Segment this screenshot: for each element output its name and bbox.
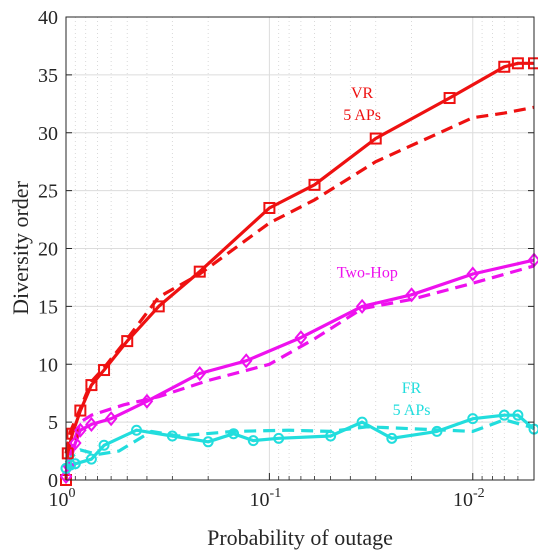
square-marker (498, 60, 511, 73)
diamond-marker (59, 468, 73, 485)
annotation-fr-line: FR (402, 380, 422, 397)
circle-marker (202, 436, 214, 448)
circle-marker (69, 458, 81, 470)
y-tick-label: 15 (38, 296, 58, 318)
y-tick-label: 10 (38, 354, 58, 376)
circle-marker (131, 424, 143, 436)
annotation-layer: VR 5 APs Two-Hop FR 5 APs (337, 85, 431, 419)
annotation-fr-line: 5 APs (393, 402, 431, 419)
y-axis-label: Diversity order (8, 180, 33, 314)
series-twohop-dashed (64, 264, 535, 475)
circle-marker (386, 432, 398, 444)
annotation-vr-line: 5 APs (343, 107, 381, 124)
diamond-marker (74, 422, 87, 438)
marker-layer (59, 57, 538, 486)
series-layer (64, 61, 536, 481)
square-marker (85, 379, 98, 392)
circle-marker (273, 432, 285, 444)
square-marker (74, 404, 87, 417)
series-vr-solid (64, 61, 534, 481)
series-fr-dashed (64, 418, 535, 464)
square-marker (263, 201, 276, 214)
x-tick-label: 100 (49, 486, 76, 511)
diamond-marker (405, 287, 418, 303)
diamond-marker (355, 298, 369, 314)
circle-marker (247, 435, 259, 447)
y-tick-label: 35 (38, 65, 58, 87)
circle-marker (467, 413, 479, 425)
circle-marker (166, 430, 178, 442)
square-marker (308, 178, 321, 191)
diamond-marker (104, 411, 118, 427)
x-axis-label: Probability of outage (207, 525, 393, 550)
diamond-marker (294, 330, 308, 346)
y-tick-label: 40 (38, 7, 58, 29)
square-marker (152, 300, 165, 313)
annotation-vr-line: VR (351, 85, 374, 102)
diamond-marker (85, 416, 98, 433)
square-marker (443, 92, 456, 105)
circle-marker (498, 409, 510, 421)
circle-marker (512, 409, 524, 421)
circle-marker (228, 428, 240, 440)
diamond-marker (140, 393, 154, 409)
x-tick-label: 10-2 (453, 486, 485, 511)
series-twohop-solid (64, 258, 535, 477)
diamond-marker (239, 353, 253, 369)
square-marker (193, 265, 206, 278)
circle-marker (431, 425, 443, 437)
y-tick-label: 20 (38, 239, 58, 261)
y-tick-label: 5 (48, 412, 58, 434)
annotation-twohop-line: Two-Hop (337, 264, 398, 281)
y-tick-label: 30 (38, 123, 58, 145)
circle-marker (325, 430, 337, 442)
y-tick-label: 0 (48, 470, 58, 492)
square-marker (98, 364, 111, 377)
circle-marker (98, 439, 110, 451)
circle-marker (85, 453, 97, 465)
diamond-marker (466, 266, 480, 282)
circle-marker (356, 416, 368, 428)
diamond-marker (193, 365, 207, 382)
x-tick-label: 10-1 (250, 486, 282, 511)
axis-layer: 100 10-1 10-2 0 5 10 15 20 25 30 35 40 (38, 7, 535, 511)
square-marker (121, 335, 134, 348)
square-marker (511, 57, 524, 70)
square-marker (61, 447, 74, 460)
major-grid (65, 17, 534, 480)
square-marker (369, 132, 382, 145)
diamond-marker (69, 435, 82, 451)
series-fr-solid (65, 413, 536, 470)
y-tick-label: 25 (38, 181, 58, 203)
